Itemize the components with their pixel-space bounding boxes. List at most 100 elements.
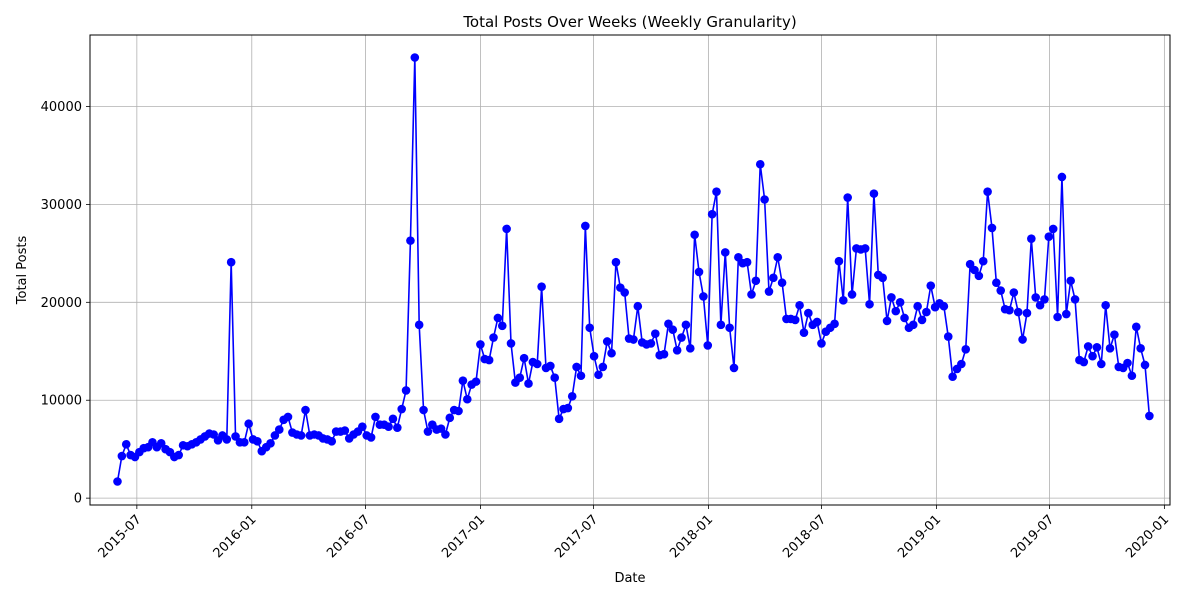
data-point (327, 437, 337, 446)
data-point (703, 341, 713, 350)
data-point (633, 301, 643, 311)
data-point (585, 323, 595, 333)
data-point (532, 359, 542, 369)
data-point (659, 349, 669, 359)
data-point (668, 325, 678, 335)
data-point (502, 224, 511, 234)
data-point (900, 313, 909, 323)
chart-title: Total Posts Over Weeks (Weekly Granulari… (462, 13, 796, 31)
data-point (550, 373, 560, 383)
data-point (729, 363, 739, 373)
data-point (445, 413, 455, 423)
data-point (226, 257, 236, 267)
data-point (1070, 295, 1080, 304)
data-point (773, 252, 783, 262)
data-point (546, 361, 555, 371)
data-point (594, 370, 603, 380)
data-point (602, 337, 612, 346)
data-point (1136, 344, 1145, 353)
data-point (777, 278, 787, 288)
data-point (917, 315, 927, 325)
data-point (1044, 232, 1054, 242)
data-point (423, 427, 433, 436)
series-total-posts (113, 53, 1154, 486)
data-point (965, 259, 975, 269)
data-point (366, 433, 376, 442)
data-point (1053, 312, 1062, 322)
data-point (1131, 322, 1141, 332)
data-point (1018, 335, 1027, 344)
data-point (1022, 308, 1032, 318)
data-point (406, 236, 415, 245)
plot-area-frame (89, 34, 1171, 506)
data-point (441, 430, 450, 439)
data-point (1013, 307, 1023, 317)
data-point (847, 290, 857, 299)
data-point (607, 348, 616, 358)
data-point (384, 422, 393, 431)
data-point (1005, 305, 1014, 315)
data-point (1145, 411, 1154, 421)
data-point (296, 431, 306, 440)
data-point (620, 288, 629, 297)
data-point (401, 386, 411, 395)
data-point (581, 221, 590, 231)
data-point (1035, 300, 1045, 310)
data-point (239, 438, 249, 447)
data-point (707, 209, 717, 219)
data-point (121, 439, 131, 449)
data-point (725, 323, 734, 333)
data-point (244, 419, 253, 429)
data-point (629, 335, 638, 344)
data-point (865, 299, 874, 309)
data-point (939, 301, 949, 311)
data-point (371, 412, 380, 422)
data-point (419, 405, 428, 415)
data-point (734, 252, 743, 262)
data-point (209, 430, 218, 439)
data-point (283, 412, 293, 422)
data-point (117, 451, 127, 461)
data-point (747, 290, 756, 299)
data-point (996, 286, 1006, 295)
data-point (563, 403, 573, 413)
x-axis-title: Date (614, 571, 645, 586)
data-point (961, 345, 971, 354)
data-point (231, 432, 240, 441)
data-point (790, 315, 800, 325)
data-point (646, 339, 656, 348)
data-point (598, 362, 608, 372)
data-point (1083, 342, 1093, 351)
data-point (983, 187, 992, 196)
data-point (458, 376, 468, 385)
data-point (878, 273, 887, 283)
data-point (410, 53, 420, 62)
data-point (454, 406, 463, 416)
data-point (943, 332, 953, 341)
data-point (908, 320, 918, 330)
data-point (1101, 300, 1110, 310)
data-point (672, 345, 682, 355)
y-axis-ticks: 0 10000 20000 30000 40000 (41, 100, 90, 507)
data-point (554, 414, 564, 424)
data-point (515, 373, 525, 383)
data-point (506, 339, 516, 348)
data-point (795, 300, 804, 310)
data-point (253, 437, 262, 446)
data-point (926, 281, 936, 290)
data-point (882, 316, 892, 326)
data-point (712, 187, 721, 196)
data-point (992, 278, 1001, 288)
data-point (651, 329, 660, 338)
data-point (462, 394, 472, 404)
y-tick-label: 30000 (41, 198, 82, 213)
data-point (891, 306, 901, 316)
data-point (957, 359, 966, 369)
data-point (839, 296, 848, 305)
data-point (567, 392, 577, 401)
y-tick-label: 10000 (41, 394, 82, 409)
data-point (393, 423, 402, 432)
data-point (843, 193, 852, 202)
data-point (948, 372, 957, 382)
